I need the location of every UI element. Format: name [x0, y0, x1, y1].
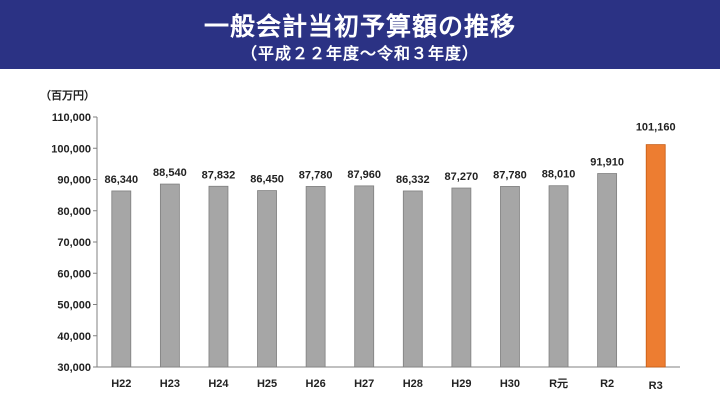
bar — [257, 190, 277, 368]
page-title: 一般会計当初予算額の推移 — [203, 12, 516, 41]
data-label: 87,780 — [493, 169, 527, 181]
y-tick-label: 30,000 — [57, 362, 91, 374]
x-tick-label: H27 — [354, 378, 374, 390]
x-tick-label: H24 — [208, 378, 229, 390]
x-tick-label: H25 — [257, 378, 277, 390]
x-tick-label: R3 — [649, 380, 663, 392]
y-tick-label: 40,000 — [57, 331, 91, 343]
y-tick-label: 100,000 — [51, 143, 91, 155]
data-label: 87,832 — [202, 169, 236, 181]
y-tick-label: 70,000 — [57, 237, 91, 249]
title-banner: 一般会計当初予算額の推移 （平成２２年度～令和３年度） — [0, 0, 720, 69]
bar — [597, 173, 618, 368]
data-label: 101,160 — [636, 122, 676, 134]
bar — [451, 187, 472, 368]
data-label: 86,340 — [104, 174, 138, 186]
data-label: 87,270 — [445, 171, 479, 183]
data-label: 88,010 — [542, 169, 576, 181]
bar — [305, 186, 326, 368]
y-tick-label: 110,000 — [52, 112, 91, 124]
data-label: 87,780 — [299, 169, 333, 181]
data-label: 86,332 — [396, 174, 430, 186]
data-label: 86,450 — [250, 174, 284, 186]
bar — [208, 185, 229, 368]
bar — [548, 185, 569, 368]
y-axis-unit-label: （百万円） — [40, 89, 95, 102]
y-tick-label: 60,000 — [57, 268, 91, 280]
bar — [645, 144, 666, 368]
data-label: 87,960 — [347, 169, 381, 181]
x-tick-label: R2 — [600, 378, 614, 390]
x-tick-label: R元 — [549, 377, 568, 390]
page-subtitle: （平成２２年度～令和３年度） — [240, 44, 479, 63]
bar — [500, 186, 520, 368]
data-label: 88,540 — [153, 167, 187, 179]
y-tick-label: 90,000 — [57, 175, 91, 187]
bar — [402, 190, 423, 368]
bar — [354, 185, 375, 368]
data-label: 91,910 — [590, 157, 624, 169]
y-tick-label: 80,000 — [57, 206, 91, 218]
x-tick-label: H29 — [451, 378, 471, 390]
x-tick-label: H30 — [500, 378, 520, 390]
bar — [159, 183, 180, 368]
x-tick-label: H26 — [306, 378, 326, 390]
x-tick-label: H22 — [111, 378, 131, 390]
y-tick-label: 50,000 — [57, 300, 91, 312]
x-tick-label: H28 — [403, 378, 423, 390]
bar — [111, 190, 132, 368]
x-tick-label: H23 — [160, 378, 180, 390]
